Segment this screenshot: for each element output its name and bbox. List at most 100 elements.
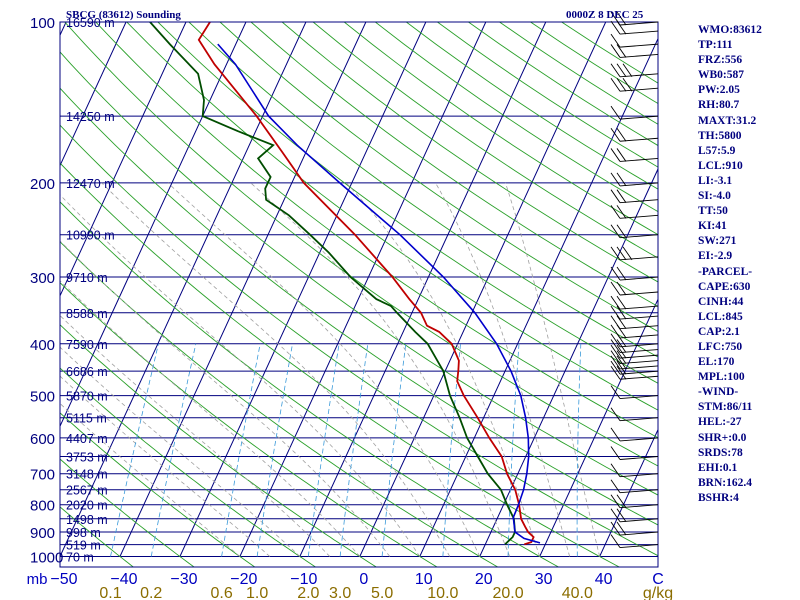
- mixing-ratio-line: [221, 343, 261, 557]
- mixing-ratio-line: [339, 343, 369, 557]
- wind-barb: [610, 246, 659, 261]
- isotherm-line: [239, 22, 487, 557]
- stat-item: PW:2.05: [698, 84, 740, 97]
- wind-barb: [610, 385, 659, 400]
- mixing-ratio-line: [507, 343, 520, 557]
- wind-barb: [610, 407, 659, 422]
- height-label: 9710 m: [66, 271, 108, 285]
- height-label: 8588 m: [66, 307, 108, 321]
- dry-adiabat-line: [250, 22, 658, 307]
- temp-tick-label: 40: [595, 571, 613, 588]
- moist-adiabat-line: [60, 375, 271, 557]
- mixing-ratio-tick-label: 5.0: [371, 585, 393, 600]
- dry-adiabat-line: [219, 22, 658, 332]
- mixing-ratio-line: [256, 343, 293, 557]
- pressure-axis-label: mb: [27, 571, 48, 588]
- height-label: 2020 m: [66, 499, 108, 513]
- stat-item: SHR+:0.0: [698, 431, 747, 444]
- wind-barb: [610, 172, 659, 187]
- stat-item: BRN:162.4: [698, 476, 752, 489]
- height-label: 2567 m: [66, 484, 108, 498]
- temp-tick-label: 0: [359, 571, 368, 588]
- isotherm-line: [479, 167, 658, 557]
- wind-barb: [610, 521, 659, 536]
- dry-adiabat-line: [60, 87, 658, 526]
- stat-item: CINH:44: [698, 295, 744, 308]
- dry-adiabat-line: [60, 367, 317, 567]
- wind-barb: [610, 20, 659, 35]
- mixing-ratio-line: [381, 343, 407, 557]
- height-label: 70 m: [66, 551, 94, 565]
- dry-adiabat-line: [64, 22, 658, 467]
- height-label: 5115 m: [66, 412, 107, 426]
- stat-item: LI:-3.1: [698, 174, 733, 187]
- moist-adiabat-line: [435, 182, 571, 557]
- stat-item: SRDS:78: [698, 446, 743, 459]
- wind-barb: [610, 355, 659, 370]
- mixing-ratio-tick-label: 3.0: [329, 585, 351, 600]
- dry-adiabat-line: [60, 412, 256, 567]
- pressure-tick-label: 500: [30, 389, 55, 406]
- temp-tick-label: −40: [110, 571, 137, 588]
- wind-barb: [610, 360, 659, 375]
- stat-item: TT:50: [698, 205, 728, 218]
- parcel-line: [217, 43, 541, 544]
- mixing-ratio-tick-label: 40.0: [562, 585, 593, 600]
- dry-adiabat-line: [126, 22, 658, 411]
- mixing-ratio-line: [576, 343, 582, 557]
- stat-item: SI:-4.0: [698, 190, 731, 203]
- mixing-ratio-tick-label: 0.2: [140, 585, 162, 600]
- wind-barb: [610, 224, 659, 239]
- stat-item: RH:80.7: [698, 99, 740, 112]
- mixing-ratio-unit: g/kg: [643, 585, 673, 600]
- dry-adiabat-line: [60, 162, 621, 567]
- wind-barb: [610, 266, 659, 281]
- valid-time: 0000Z 8 DEC 25: [566, 9, 644, 21]
- mixing-ratio-tick-label: 1.0: [246, 585, 268, 600]
- mixing-ratio-line: [442, 343, 461, 557]
- stat-item: CAPE:630: [698, 280, 751, 293]
- isotherm-line: [599, 428, 658, 557]
- isotherm-line: [179, 22, 427, 557]
- moist-adiabat-line: [60, 403, 241, 557]
- wind-barb: [610, 189, 659, 204]
- dry-adiabat-line: [60, 241, 499, 567]
- wind-barb: [610, 281, 659, 296]
- stat-item: EI:-2.9: [698, 250, 733, 263]
- pressure-tick-label: 900: [30, 525, 55, 542]
- pressure-tick-label: 600: [30, 431, 55, 448]
- stat-item: CAP:2.1: [698, 325, 740, 338]
- wind-barb: [610, 494, 659, 509]
- stat-item: LCL:845: [698, 310, 743, 323]
- height-label: 12470 m: [66, 177, 115, 191]
- stat-item: L57:5.9: [698, 144, 736, 157]
- mixing-ratio-line: [110, 343, 159, 557]
- mixing-ratio-tick-label: 20.0: [492, 585, 523, 600]
- height-label: 1498 m: [66, 513, 108, 527]
- wind-barb: [610, 33, 659, 48]
- pressure-tick-label: 200: [30, 176, 55, 193]
- height-label: 519 m: [66, 539, 101, 553]
- temp-tick-label: −10: [290, 571, 317, 588]
- wind-barb: [610, 479, 659, 494]
- isotherm-line: [359, 22, 607, 557]
- stat-item: HEL:-27: [698, 416, 742, 429]
- temp-tick-label: −20: [230, 571, 257, 588]
- wind-barb: [610, 127, 659, 142]
- pressure-tick-label: 700: [30, 467, 55, 484]
- stat-item: BSHR:4: [698, 491, 739, 504]
- dry-adiabat-line: [60, 51, 658, 496]
- dry-adiabat-line: [60, 201, 560, 567]
- temp-tick-label: 20: [475, 571, 493, 588]
- stat-item: KI:41: [698, 220, 727, 233]
- wind-barb: [610, 205, 659, 219]
- mixing-ratio-line: [150, 343, 197, 557]
- temp-tick-label: −50: [50, 571, 77, 588]
- moist-adiabat-line: [60, 240, 391, 557]
- mixing-ratio-tick-label: 2.0: [297, 585, 319, 600]
- moist-adiabat-line: [167, 182, 481, 557]
- mixing-ratio-line: [307, 343, 340, 557]
- wind-barb: [610, 463, 659, 478]
- isotherm-line: [0, 22, 6, 557]
- wind-barb: [610, 446, 659, 460]
